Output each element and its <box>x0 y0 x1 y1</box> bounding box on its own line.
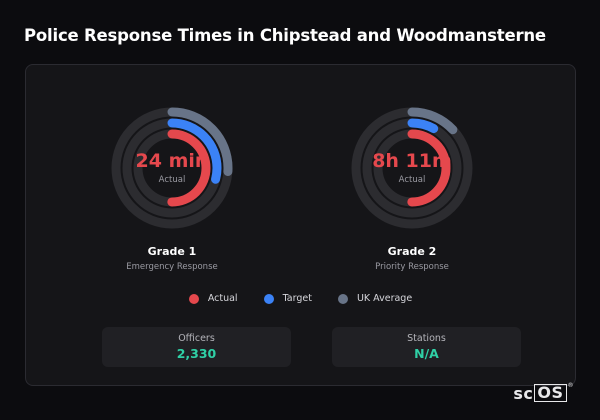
legend-dot-uk-average <box>337 293 348 304</box>
legend-item-target: Target <box>263 293 312 304</box>
legend-item-actual: Actual <box>188 293 238 304</box>
legend-label: UK Average <box>356 293 413 304</box>
uk-average-ring-arc <box>351 107 473 229</box>
uk-average-ring-arc <box>111 107 233 229</box>
stat-stations: Stations N/A <box>332 327 521 367</box>
gauge-grade-2: 8h 11m Actual Grade 2 Priority Response <box>322 103 502 272</box>
target-ring-arc <box>362 118 462 218</box>
grade-subtitle: Priority Response <box>375 262 449 272</box>
brand-boxed-text: OS <box>534 384 567 402</box>
gauge-grade-2-rings <box>351 107 473 229</box>
legend-label: Target <box>282 293 312 304</box>
stat-label: Stations <box>407 333 446 344</box>
grade-subtitle: Emergency Response <box>126 262 218 272</box>
brand-logo: sc OS ® <box>513 382 574 403</box>
page-title: Police Response Times in Chipstead and W… <box>24 26 546 45</box>
gauge-grade-1-rings <box>111 107 233 229</box>
legend-item-uk-average: UK Average <box>337 293 413 304</box>
legend-dot-actual <box>188 293 199 304</box>
legend-dot-target <box>263 293 274 304</box>
legend: Actual Target UK Average <box>26 293 575 304</box>
gauge-value-label: Actual <box>398 175 426 185</box>
target-ring-arc <box>122 118 222 218</box>
actual-ring-arc <box>133 129 211 207</box>
grade-title: Grade 1 <box>147 245 197 258</box>
grade-title: Grade 2 <box>387 245 437 258</box>
response-times-card: 24 min Actual Grade 1 Emergency Response… <box>25 64 576 386</box>
stat-value: N/A <box>414 346 439 361</box>
gauge-value: 8h 11m <box>372 150 452 172</box>
actual-ring-arc <box>373 129 451 207</box>
registered-mark: ® <box>567 382 574 389</box>
stat-officers: Officers 2,330 <box>102 327 291 367</box>
gauge-value: 24 min <box>135 150 209 172</box>
brand-text: sc <box>513 384 534 403</box>
gauge-value-label: Actual <box>158 175 186 185</box>
legend-label: Actual <box>207 293 238 304</box>
stat-value: 2,330 <box>176 346 217 361</box>
stat-label: Officers <box>178 333 215 344</box>
gauge-grade-1: 24 min Actual Grade 1 Emergency Response <box>82 103 262 272</box>
